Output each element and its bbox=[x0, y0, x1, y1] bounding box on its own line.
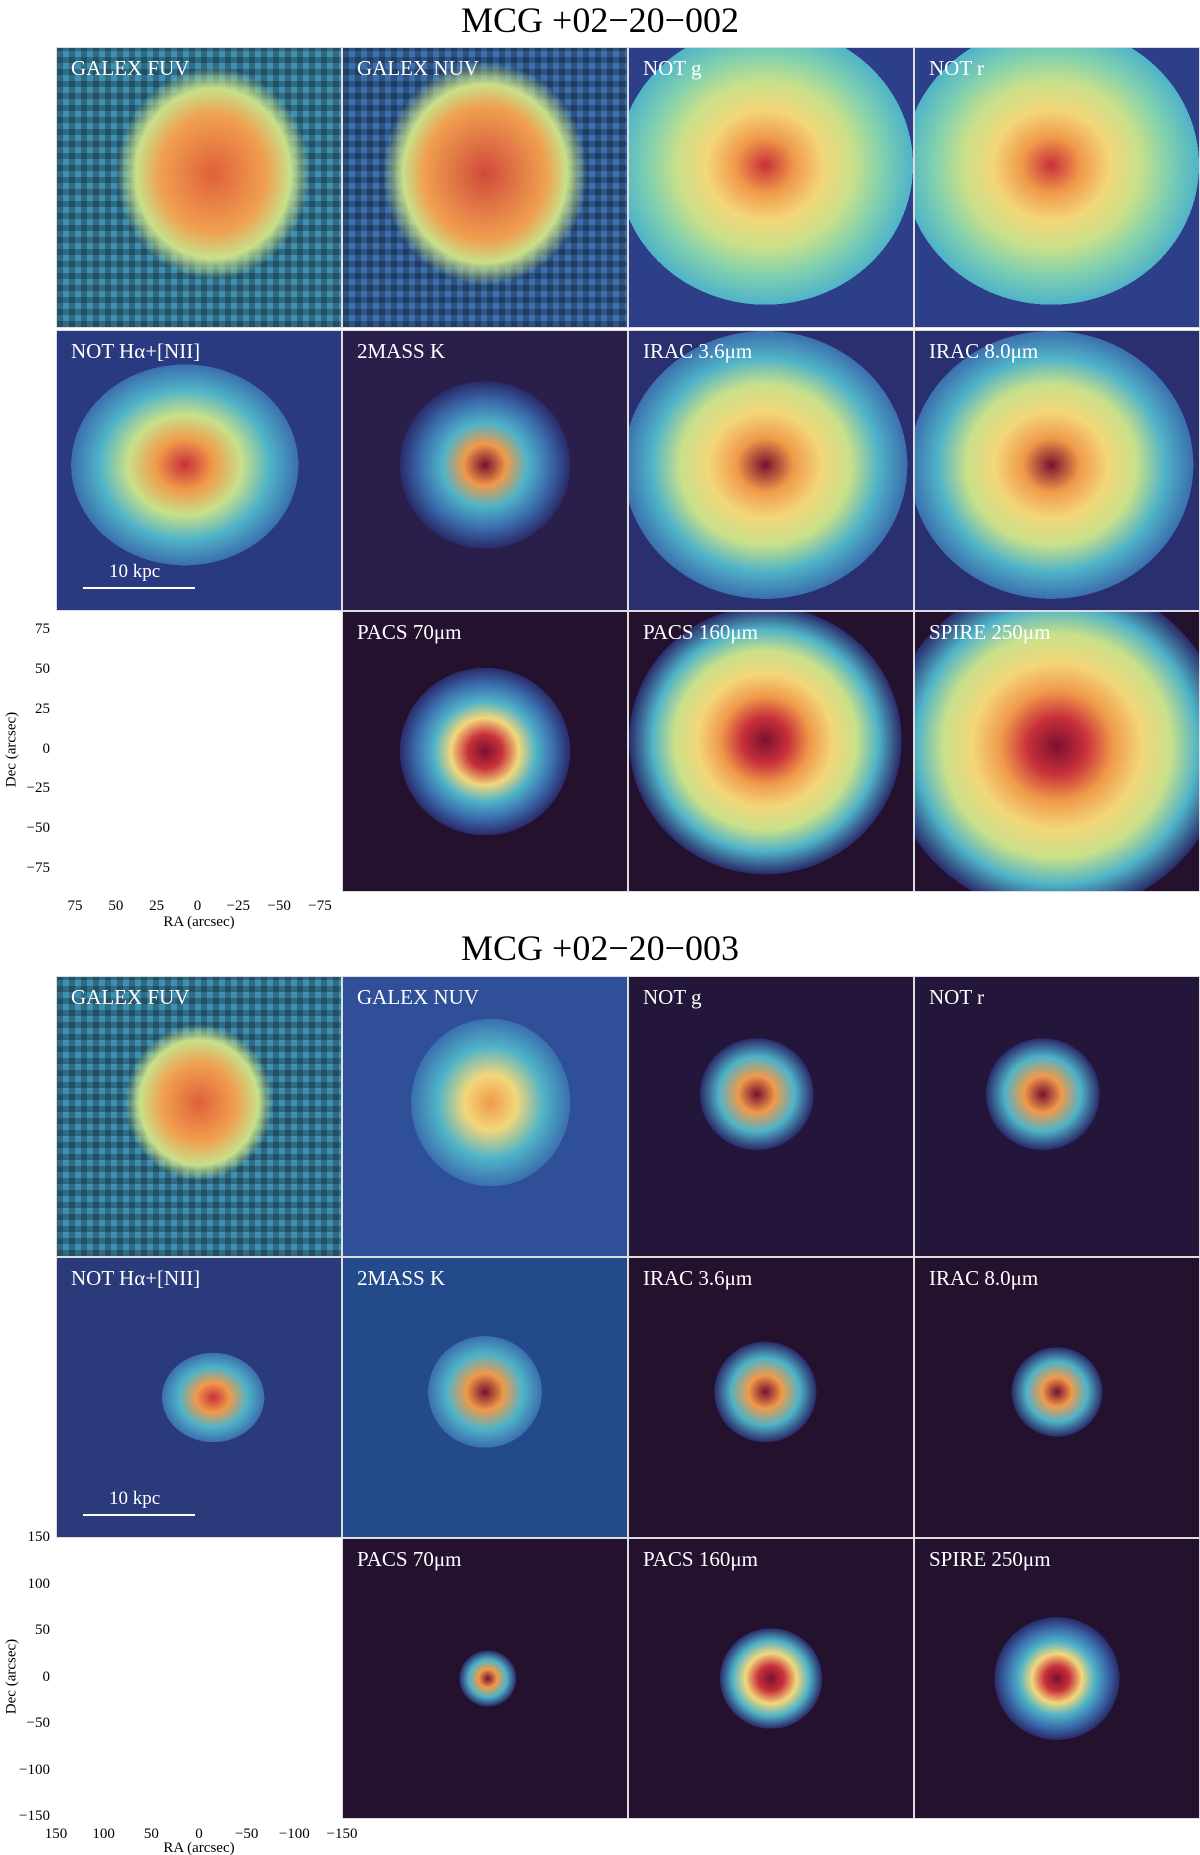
y-tick-label: 0 bbox=[42, 740, 51, 757]
y-tick-label: 0 bbox=[42, 1668, 51, 1685]
x-tick-label: −150 bbox=[326, 1826, 358, 1842]
panel-label: PACS 160μm bbox=[643, 620, 758, 644]
x-axis-label: RA (arcsec) bbox=[163, 914, 235, 930]
panel-label: GALEX NUV bbox=[357, 985, 479, 1009]
y-tick-label: −50 bbox=[26, 1715, 50, 1731]
x-tick-label: 50 bbox=[143, 1826, 159, 1842]
panel-label: NOT r bbox=[929, 985, 985, 1009]
image-panel: SPIRE 250μm bbox=[914, 611, 1200, 892]
image-panel: IRAC 3.6μm bbox=[628, 1257, 914, 1538]
panel-label: SPIRE 250μm bbox=[929, 1547, 1051, 1571]
image-panel: GALEX NUV bbox=[342, 47, 628, 328]
panel-label: GALEX NUV bbox=[357, 56, 479, 80]
y-tick-label: 25 bbox=[35, 700, 50, 717]
panel-label: NOT g bbox=[643, 56, 702, 80]
image-panel: 2MASS K bbox=[342, 1257, 628, 1538]
panel-label: NOT g bbox=[643, 985, 702, 1009]
panel-label: NOT Hα+[NII] bbox=[71, 339, 201, 363]
image-panel: 2MASS K bbox=[342, 330, 628, 611]
y-tick-label: −25 bbox=[26, 780, 50, 797]
panel-label: 2MASS K bbox=[357, 339, 446, 363]
scale-bar-label: 10 kpc bbox=[109, 561, 161, 582]
image-panel: GALEX NUV bbox=[342, 976, 628, 1257]
image-panel: NOT Hα+[NII] 10 kpc bbox=[56, 330, 342, 611]
x-tick-label: 0 bbox=[195, 1826, 203, 1842]
y-tick-label: −100 bbox=[19, 1761, 50, 1778]
panel-label: IRAC 8.0μm bbox=[929, 339, 1039, 363]
y-tick-label: −50 bbox=[26, 820, 50, 837]
figure-title: MCG +02−20−002 bbox=[461, 0, 739, 40]
image-panel: NOT g bbox=[628, 976, 914, 1257]
x-tick-label: 50 bbox=[108, 898, 124, 914]
image-panel: GALEX FUV bbox=[56, 976, 342, 1257]
scale-bar bbox=[83, 1514, 195, 1516]
x-tick-label: −50 bbox=[267, 898, 291, 914]
image-panel: NOT r bbox=[914, 47, 1200, 328]
figure-title: MCG +02−20−003 bbox=[461, 928, 739, 968]
scale-bar bbox=[83, 587, 195, 589]
image-panel: PACS 160μm bbox=[628, 611, 914, 892]
x-tick-label: 75 bbox=[67, 898, 83, 914]
panel-label: 2MASS K bbox=[357, 1266, 446, 1290]
panel-label: IRAC 3.6μm bbox=[643, 1266, 753, 1290]
y-tick-label: 150 bbox=[27, 1529, 51, 1545]
x-axis-label: RA (arcsec) bbox=[163, 1840, 235, 1855]
image-panel: NOT g bbox=[628, 47, 914, 328]
y-tick-label: 100 bbox=[27, 1575, 51, 1592]
x-tick-label: −100 bbox=[278, 1826, 310, 1842]
image-panel: IRAC 3.6μm bbox=[628, 330, 914, 611]
y-tick-label: 75 bbox=[35, 621, 50, 637]
image-panel: PACS 160μm bbox=[628, 1538, 914, 1819]
image-panel: NOT r bbox=[914, 976, 1200, 1257]
y-tick-label: −75 bbox=[26, 860, 50, 876]
image-panel: NOT Hα+[NII] 10 kpc bbox=[56, 1257, 342, 1538]
image-panel: PACS 70μm bbox=[342, 611, 628, 892]
panel-label: PACS 160μm bbox=[643, 1547, 758, 1571]
x-tick-label: 0 bbox=[193, 898, 202, 914]
y-axis-label: Dec (arcsec) bbox=[3, 711, 20, 788]
panel-label: IRAC 8.0μm bbox=[929, 1266, 1039, 1290]
y-tick-label: 50 bbox=[35, 660, 50, 677]
image-panel: GALEX FUV bbox=[56, 47, 342, 328]
panel-label: GALEX FUV bbox=[71, 985, 190, 1009]
panel-label: NOT Hα+[NII] bbox=[71, 1266, 201, 1290]
x-tick-label: −50 bbox=[234, 1826, 259, 1842]
y-tick-label: 50 bbox=[35, 1622, 50, 1638]
x-tick-label: −25 bbox=[226, 898, 251, 914]
image-panel: PACS 70μm bbox=[342, 1538, 628, 1819]
scale-bar-label: 10 kpc bbox=[109, 1488, 161, 1509]
panel-label: PACS 70μm bbox=[357, 1547, 462, 1571]
x-tick-label: −75 bbox=[308, 898, 332, 914]
panel-label: IRAC 3.6μm bbox=[643, 339, 753, 363]
panel-label: SPIRE 250μm bbox=[929, 620, 1051, 644]
image-panel: IRAC 8.0μm bbox=[914, 330, 1200, 611]
panel-label: GALEX FUV bbox=[71, 56, 190, 80]
y-tick-label: −150 bbox=[19, 1808, 50, 1824]
y-axis-label: Dec (arcsec) bbox=[3, 1638, 20, 1715]
x-tick-label: 150 bbox=[44, 1826, 68, 1842]
x-tick-label: 25 bbox=[149, 898, 165, 914]
image-panel: IRAC 8.0μm bbox=[914, 1257, 1200, 1538]
x-tick-label: 100 bbox=[92, 1826, 115, 1842]
panel-label: NOT r bbox=[929, 56, 985, 80]
panel-label: PACS 70μm bbox=[357, 620, 462, 644]
image-panel: SPIRE 250μm bbox=[914, 1538, 1200, 1819]
